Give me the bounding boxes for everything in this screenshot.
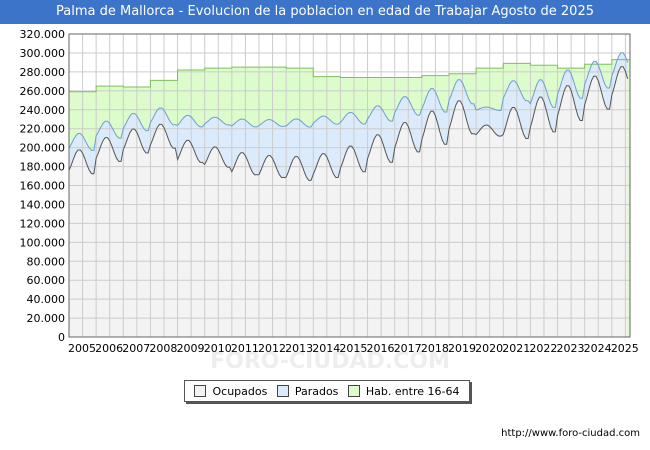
y-tick-label: 220.000 (20, 123, 66, 136)
x-tick-label: 2010 (204, 342, 232, 355)
x-tick-label: 2015 (339, 342, 367, 355)
series-lines (68, 52, 630, 181)
y-tick-labels: 0 20.000 40.000 60.000 80.000 100.000 120.000 1… (20, 28, 66, 344)
y-tick-label: 60.000 (27, 274, 66, 287)
y-tick-label: 100.000 (20, 236, 66, 249)
x-tick-label: 2007 (122, 342, 150, 355)
legend-item-hab: Hab. entre 16-64 (347, 384, 460, 398)
y-tick-label: 140.000 (20, 198, 66, 211)
y-tick-label: 260.000 (20, 85, 66, 98)
legend-swatch-hab (347, 385, 360, 397)
x-tick-label: 2005 (68, 342, 96, 355)
ocupados-line (68, 66, 629, 181)
x-tick-label: 2019 (448, 342, 476, 355)
y-tick-label: 180.000 (20, 161, 66, 174)
x-tick-label: 2014 (312, 342, 340, 355)
x-tick-label: 2022 (529, 342, 557, 355)
chart-title-bar: Palma de Mallorca - Evolucion de la pobl… (0, 0, 650, 24)
x-tick-label: 2016 (367, 342, 395, 355)
x-tick-label: 2021 (502, 342, 530, 355)
x-tick-label: 2018 (421, 342, 449, 355)
y-tick-label: 20.000 (27, 312, 66, 325)
y-tick-label: 200.000 (20, 142, 66, 155)
y-tick-label: 40.000 (27, 293, 66, 306)
watermark-layer: FORO-CIUDAD.COM (210, 349, 450, 374)
chart-title: Palma de Mallorca - Evolucion de la pobl… (56, 4, 594, 19)
legend-swatch-ocupados (194, 385, 207, 397)
axes (68, 33, 631, 338)
x-tick-label: 2024 (584, 342, 612, 355)
y-tick-label: 280.000 (20, 66, 66, 79)
y-tick-label: 120.000 (20, 217, 66, 230)
legend-label-ocupados: Ocupados (212, 384, 268, 398)
x-tick-label: 2013 (285, 342, 313, 355)
x-tick-label: 2023 (557, 342, 585, 355)
legend-item-parados: Parados (276, 384, 339, 398)
x-tick-label: 2025 (611, 342, 639, 355)
x-tick-label: 2011 (231, 342, 259, 355)
watermark: FORO-CIUDAD.COM (210, 349, 450, 374)
x-tick-label: 2017 (394, 342, 422, 355)
y-tick-label: 320.000 (20, 28, 66, 41)
legend: Ocupados Parados Hab. entre 16-64 (184, 380, 470, 402)
parados-line (68, 52, 629, 151)
x-tick-labels: 2005 2006 2007 2008 2009 2010 2011 2012 2013 2014… (68, 342, 639, 355)
plot-frame (68, 33, 631, 338)
legend-swatch-parados (276, 385, 289, 397)
x-tick-label: 2006 (95, 342, 123, 355)
x-tick-label: 2012 (258, 342, 286, 355)
x-tick-label: 2008 (149, 342, 177, 355)
x-tick-label: 2020 (475, 342, 503, 355)
legend-item-ocupados: Ocupados (194, 385, 267, 398)
source-link[interactable]: http://www.foro-ciudad.com (501, 428, 640, 439)
x-tick-label: 2009 (177, 342, 205, 355)
ocupados-area (69, 66, 628, 337)
series-areas (69, 52, 630, 338)
y-tick-label: 300.000 (20, 47, 66, 60)
y-tick-label: 0 (58, 331, 65, 344)
y-tick-label: 240.000 (20, 104, 66, 117)
legend-label-hab: Hab. entre 16-64 (365, 384, 460, 398)
y-tick-label: 80.000 (27, 255, 66, 268)
hab-line (69, 59, 630, 93)
legend-label-parados: Parados (294, 384, 339, 398)
grid-lines (68, 33, 630, 338)
y-tick-label: 160.000 (20, 180, 66, 193)
